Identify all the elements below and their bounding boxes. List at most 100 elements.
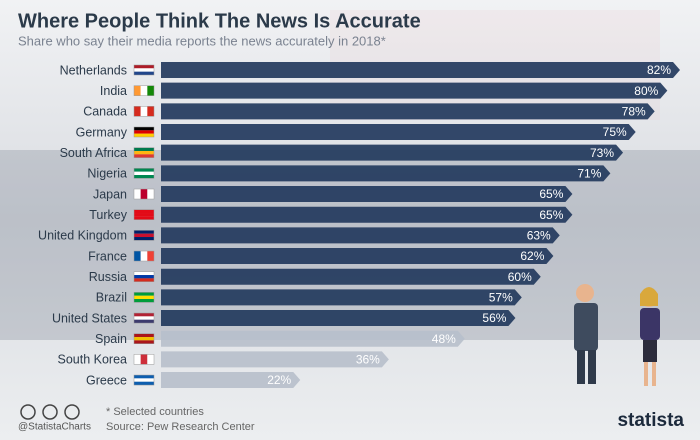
flag-stripe bbox=[147, 251, 155, 262]
category-label: Brazil bbox=[96, 291, 127, 305]
flag-border bbox=[133, 147, 155, 158]
value-label: 22% bbox=[267, 373, 291, 387]
value-label: 75% bbox=[603, 125, 627, 139]
flag bbox=[133, 292, 155, 303]
bar bbox=[161, 248, 554, 265]
flag-stripe bbox=[134, 237, 154, 241]
flag-stripe bbox=[134, 209, 154, 214]
flag bbox=[133, 126, 155, 138]
category-label: Turkey bbox=[89, 208, 127, 222]
flag-stripe bbox=[134, 278, 154, 282]
flag bbox=[133, 106, 155, 117]
credit: @StatistaCharts bbox=[18, 422, 91, 433]
flag-stripe bbox=[140, 189, 148, 200]
category-label: Germany bbox=[76, 125, 128, 139]
flag bbox=[133, 230, 155, 241]
flag-stripe bbox=[134, 127, 154, 131]
flag-stripe bbox=[134, 168, 154, 172]
value-label: 78% bbox=[622, 105, 646, 119]
flag-border bbox=[133, 312, 155, 324]
flag bbox=[133, 374, 155, 386]
flag-stripe bbox=[134, 230, 154, 234]
flag-stripe bbox=[134, 175, 154, 179]
flag-stripe bbox=[134, 295, 154, 300]
category-label: Greece bbox=[86, 373, 127, 387]
flag-stripe bbox=[134, 319, 154, 324]
value-label: 65% bbox=[539, 187, 563, 201]
flag-border bbox=[133, 106, 155, 117]
flag-stripe bbox=[147, 85, 155, 96]
flag-stripe bbox=[140, 85, 148, 96]
bar bbox=[161, 165, 611, 182]
flag-stripe bbox=[134, 68, 154, 72]
cc-icons bbox=[20, 404, 80, 420]
category-label: Nigeria bbox=[87, 167, 127, 181]
category-label: South Korea bbox=[58, 353, 128, 367]
category-label: South Africa bbox=[60, 146, 127, 160]
flag-stripe bbox=[134, 299, 154, 303]
bar bbox=[161, 82, 668, 99]
flag-stripe bbox=[147, 354, 155, 365]
flag-stripe bbox=[134, 337, 154, 341]
flag bbox=[133, 209, 155, 220]
flag-border bbox=[133, 168, 155, 179]
value-label: 65% bbox=[539, 208, 563, 222]
flag bbox=[133, 147, 155, 158]
brand-logo: statista bbox=[617, 410, 684, 431]
flag-stripe bbox=[134, 216, 154, 220]
note: * Selected countries bbox=[106, 406, 204, 418]
flag-stripe bbox=[134, 378, 154, 382]
flag bbox=[133, 271, 155, 282]
value-label: 36% bbox=[356, 353, 380, 367]
flag-stripe bbox=[134, 271, 154, 276]
bar bbox=[161, 186, 573, 203]
flag-stripe bbox=[134, 275, 154, 279]
flag-stripe bbox=[134, 147, 154, 152]
source: Source: Pew Research Center bbox=[106, 421, 255, 433]
flag-stripe bbox=[134, 354, 141, 365]
flag-stripe bbox=[134, 333, 154, 338]
value-label: 80% bbox=[634, 84, 658, 98]
bar bbox=[161, 206, 573, 223]
bar bbox=[161, 289, 522, 306]
chart-title: Where People Think The News Is Accurate bbox=[18, 10, 421, 32]
value-label: 82% bbox=[647, 63, 671, 77]
value-label: 48% bbox=[432, 332, 456, 346]
bar bbox=[161, 103, 655, 120]
bar bbox=[161, 351, 389, 368]
flag-border bbox=[133, 374, 155, 386]
flag-border bbox=[133, 126, 155, 138]
category-label: United Kingdom bbox=[38, 229, 127, 243]
bar bbox=[161, 227, 560, 244]
value-label: 56% bbox=[482, 311, 506, 325]
bar bbox=[161, 372, 301, 389]
flag-border bbox=[133, 85, 155, 96]
flag-stripe bbox=[134, 213, 154, 217]
flag bbox=[133, 168, 155, 179]
flag-stripe bbox=[134, 313, 154, 317]
category-label: Japan bbox=[93, 187, 127, 201]
flag bbox=[133, 250, 155, 262]
category-label: Spain bbox=[95, 332, 127, 346]
flag-stripe bbox=[134, 130, 154, 134]
flag-stripe bbox=[134, 106, 141, 117]
flag-stripe bbox=[134, 340, 154, 344]
flag-border bbox=[133, 230, 155, 241]
flag-stripe bbox=[134, 151, 154, 155]
flag bbox=[133, 333, 155, 344]
flag-border bbox=[133, 333, 155, 344]
flag-stripe bbox=[134, 292, 154, 296]
flag-stripe bbox=[134, 189, 141, 200]
flag-stripe bbox=[134, 133, 154, 138]
flag-stripe bbox=[134, 375, 154, 379]
value-label: 60% bbox=[508, 270, 532, 284]
bar bbox=[161, 124, 636, 141]
flag-stripe bbox=[134, 71, 154, 75]
bar bbox=[161, 310, 516, 327]
flag-stripe bbox=[134, 233, 154, 238]
value-label: 57% bbox=[489, 291, 513, 305]
flag-border bbox=[133, 292, 155, 303]
value-label: 71% bbox=[577, 167, 601, 181]
flag-border bbox=[133, 188, 155, 200]
